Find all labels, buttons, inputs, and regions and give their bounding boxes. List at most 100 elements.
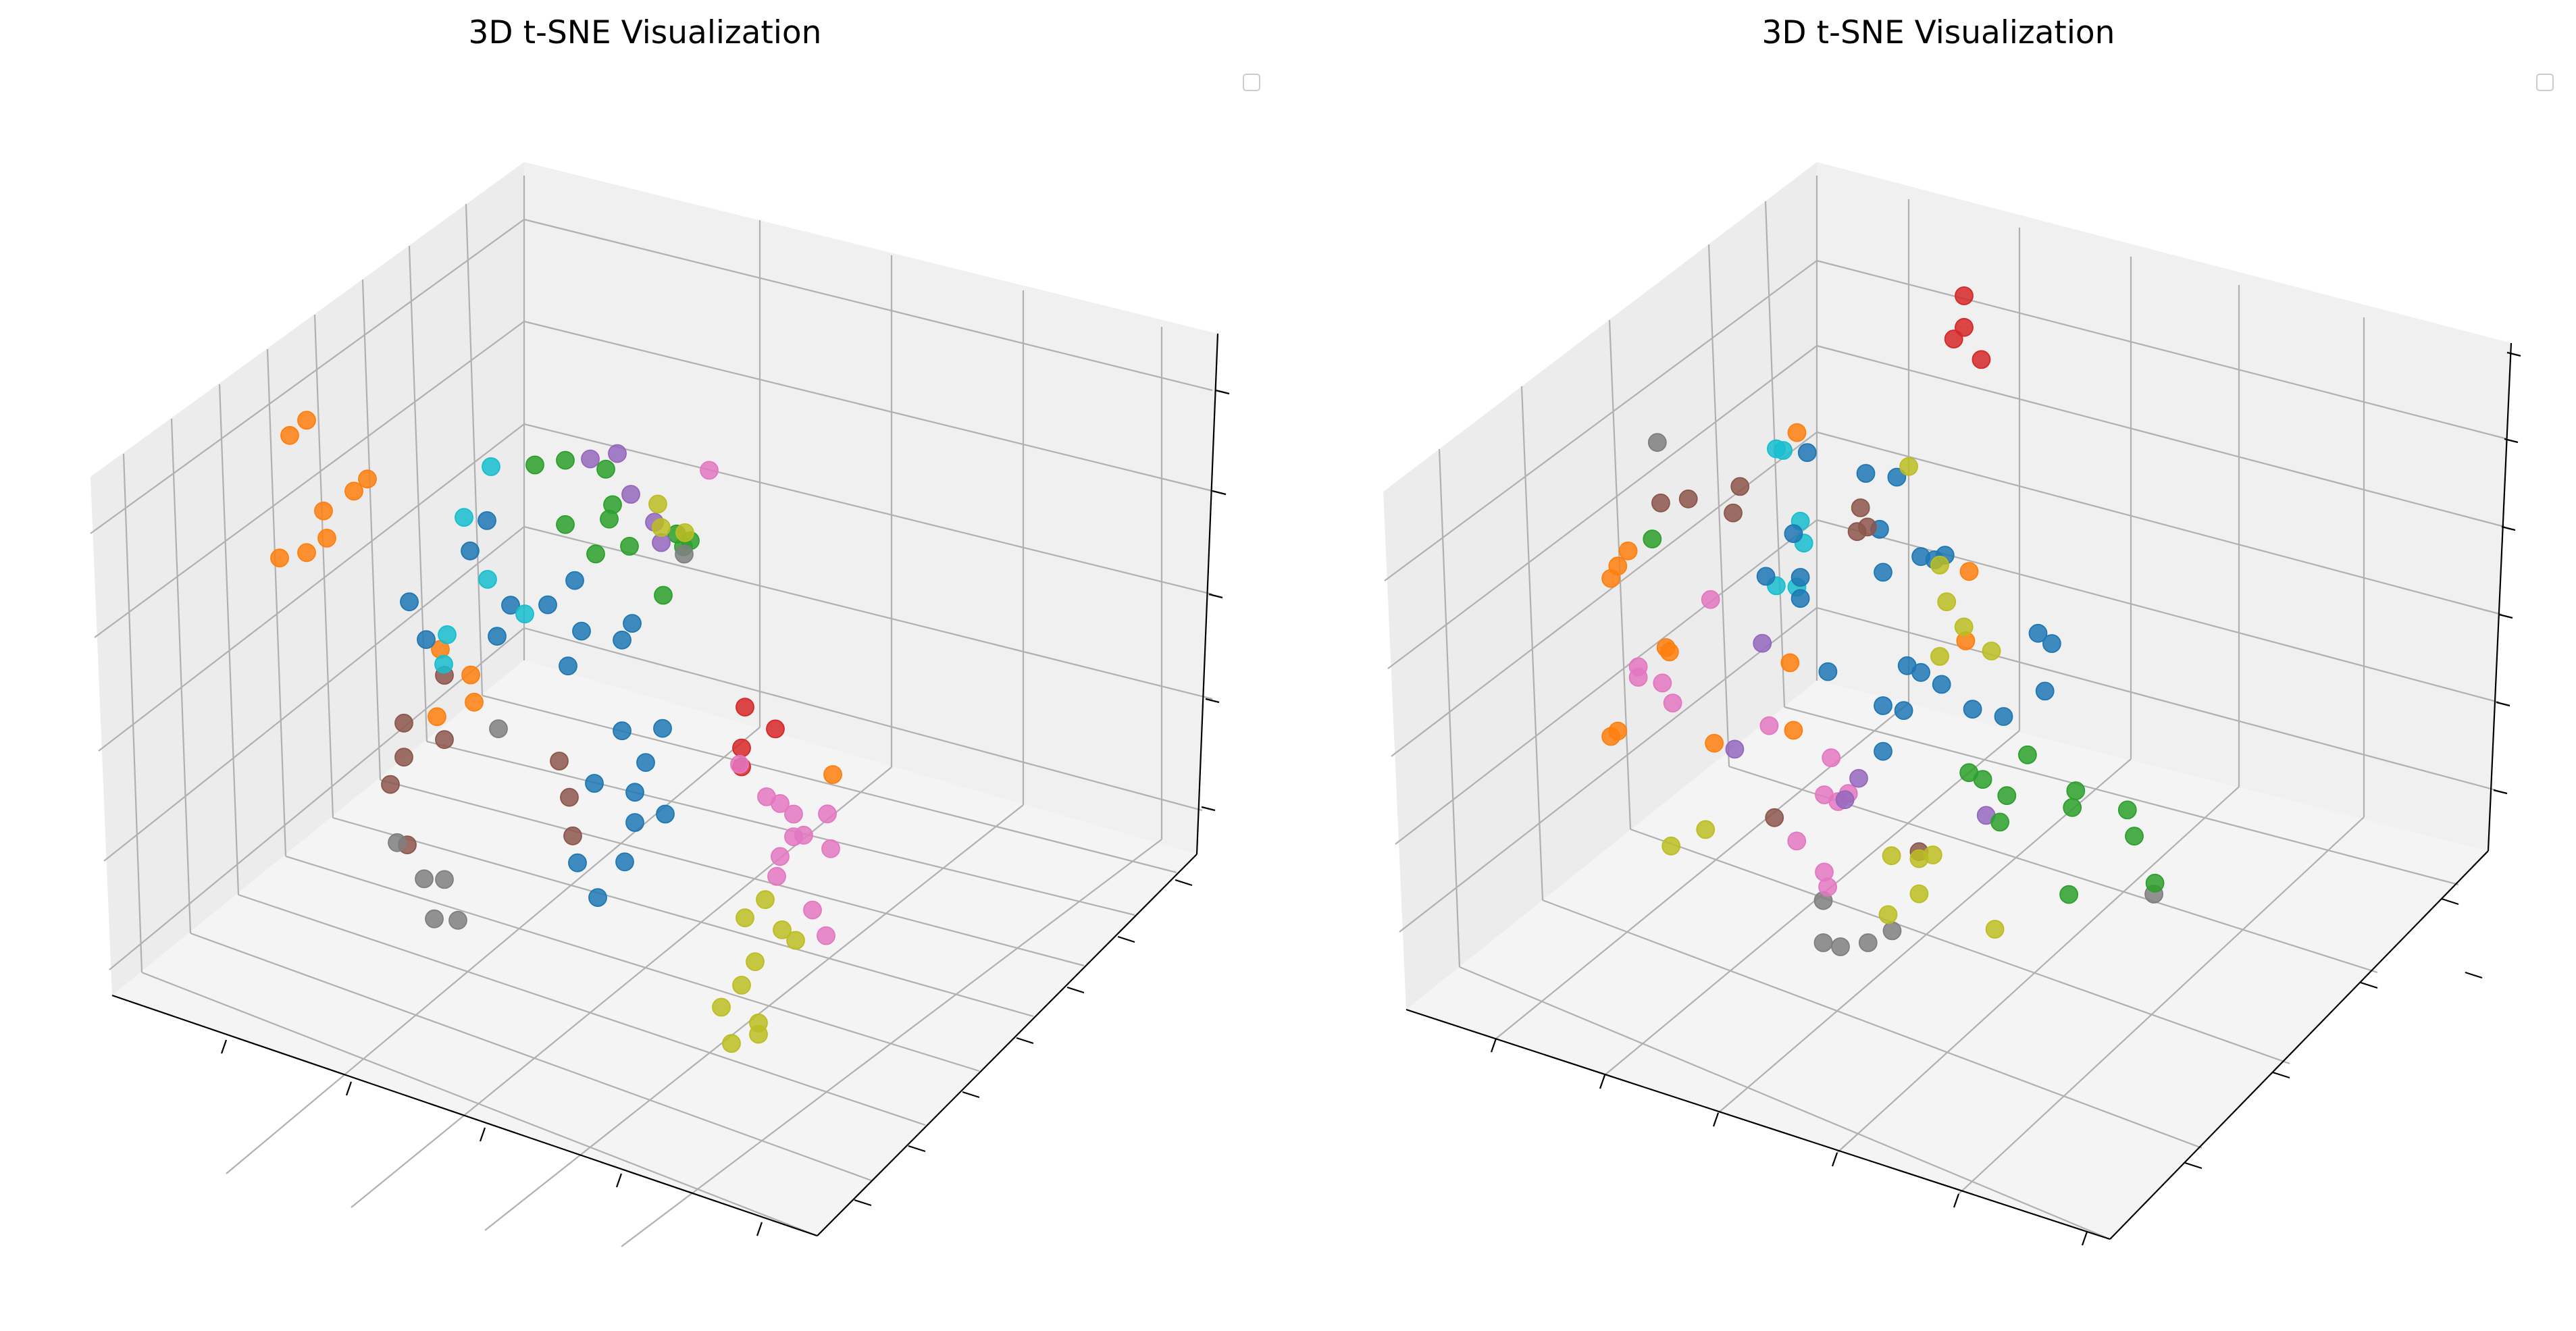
z-ticks <box>1201 389 1230 812</box>
scatter-point <box>1601 569 1621 588</box>
scatter-point <box>1899 456 1919 476</box>
scatter-point <box>1994 707 2013 726</box>
scatter-point <box>525 455 544 475</box>
scatter-point <box>1659 642 1679 662</box>
scatter-point <box>2145 873 2165 893</box>
scatter-point <box>550 752 569 771</box>
scatter-point <box>749 1024 768 1044</box>
scatter-point <box>1930 647 1949 666</box>
scatter-point <box>613 721 632 741</box>
scatter-point <box>652 518 671 537</box>
scatter-point <box>417 630 436 649</box>
scatter-point <box>394 713 413 733</box>
scatter-point <box>1973 770 1992 789</box>
scatter-point <box>1982 642 2001 660</box>
scatter-point <box>1784 524 1803 544</box>
scatter-point <box>568 853 587 872</box>
gridlines <box>1384 176 2508 1241</box>
z-ticks <box>2493 351 2521 795</box>
scatter-point <box>1678 489 1698 508</box>
scatter-point <box>478 511 496 530</box>
scatter-point <box>270 548 289 568</box>
scatter-point <box>1647 433 1667 452</box>
scatter-point <box>1818 877 1838 897</box>
scatter-point <box>732 976 751 995</box>
y-ticks <box>854 879 1193 1207</box>
scatter-point <box>766 719 785 739</box>
scatter-point <box>1725 739 1745 759</box>
scatter-point <box>1651 493 1670 513</box>
scatter-point <box>461 665 480 685</box>
scatter-point <box>1753 633 1772 653</box>
scatter-point <box>317 529 336 548</box>
scatter-point <box>1661 836 1681 856</box>
floor-pane <box>1406 681 2488 1239</box>
scatter-point <box>1955 286 1974 305</box>
scatter-point <box>623 614 642 633</box>
floor-pane <box>112 660 1197 1236</box>
scatter-point <box>736 698 754 716</box>
legend-box <box>1243 74 1260 91</box>
scatter-point <box>2066 781 2086 800</box>
scatter-point <box>1835 790 1855 810</box>
scatter-point <box>297 543 316 563</box>
scatter-point <box>1663 694 1682 712</box>
scatter-point <box>435 870 454 889</box>
scatter-point <box>794 825 813 845</box>
scatter-point <box>1851 498 1870 517</box>
scatter-point <box>478 570 497 589</box>
scatter-point <box>1963 700 1982 719</box>
scatter-point <box>482 457 500 476</box>
axes <box>1406 342 2521 1246</box>
scatter-point <box>1724 503 1743 523</box>
scatter-point <box>756 890 775 910</box>
scatter-point <box>767 866 786 886</box>
scatter-point <box>656 804 675 824</box>
scatter-point <box>1705 733 1724 753</box>
scatter-point <box>2028 623 2048 643</box>
scatter-point <box>1791 589 1810 608</box>
scatter-points <box>1601 286 2165 956</box>
scatter-point <box>415 869 434 889</box>
scatter-point <box>1756 567 1776 586</box>
scatter-point <box>1954 617 1974 637</box>
scatter-point <box>615 852 634 872</box>
scatter-point <box>1878 905 1898 924</box>
scatter-point <box>585 774 604 793</box>
gridlines <box>90 176 1213 1247</box>
scatter-point <box>358 469 377 489</box>
scatter-point <box>1765 808 1784 827</box>
scatter-point <box>556 450 575 470</box>
scatter-point <box>1601 727 1621 746</box>
scatter-point <box>400 592 419 612</box>
scatter-point <box>1874 696 1892 715</box>
scatter-point <box>565 571 584 590</box>
scatter-point <box>1813 933 1833 952</box>
scatter-point <box>817 926 835 945</box>
scatter-point <box>1831 937 1850 956</box>
scatter-point <box>621 485 640 504</box>
scatter-point <box>465 692 484 712</box>
scatter-point <box>823 765 842 784</box>
scatter-point <box>1932 675 1951 694</box>
scatter-point <box>1791 568 1810 587</box>
axes <box>111 333 1230 1237</box>
scatter-point <box>381 775 400 794</box>
scatter-point <box>625 813 644 832</box>
scatter-point <box>700 461 719 480</box>
scatter-point <box>773 920 792 939</box>
scatter-point <box>608 444 627 463</box>
scatter-point <box>1822 748 1841 768</box>
scatter-point <box>563 826 582 845</box>
scatter-point <box>2017 745 2037 764</box>
scatter-point <box>1972 350 1991 369</box>
scatter-point <box>654 585 673 605</box>
chart-title: 3D t-SNE Visualization <box>469 14 822 51</box>
scatter-point <box>1618 541 1638 560</box>
y-axis-line <box>817 854 1197 1236</box>
scatter-point <box>722 1034 741 1053</box>
scatter-point <box>675 523 694 542</box>
scatter-point <box>653 719 672 738</box>
scatter-point <box>625 783 644 802</box>
scatter-point <box>732 738 751 758</box>
